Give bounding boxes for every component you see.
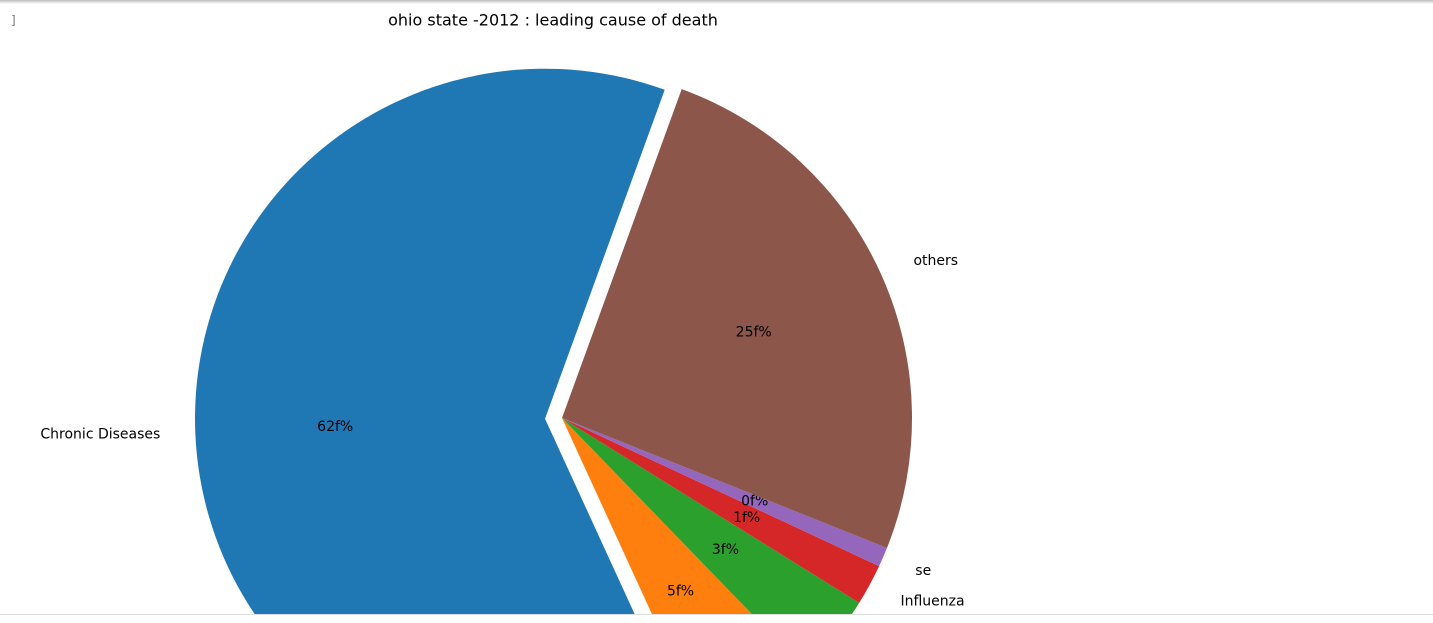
slice-label: se: [915, 563, 931, 579]
pie-slice: [562, 89, 912, 548]
slice-label: Influenza: [900, 593, 964, 609]
pie: 62f%Chronic Diseases5f%3f%1f%Influenza0f…: [40, 68, 965, 614]
pct-label: 3f%: [712, 542, 739, 558]
chart-title: ohio state -2012 : leading cause of deat…: [388, 11, 718, 30]
pct-label: 25f%: [736, 324, 772, 340]
pie-slice: [195, 68, 665, 614]
pie-slice: [562, 418, 880, 603]
pie-slice: [562, 418, 752, 614]
pie-slice: [562, 418, 887, 567]
slice-label: others: [913, 253, 958, 269]
pct-label: 62f%: [317, 419, 353, 435]
pct-label: 5f%: [667, 583, 694, 599]
slice-label: Chronic Diseases: [40, 426, 160, 442]
cell-marker: ]: [11, 14, 16, 28]
top-shadow: [0, 0, 1433, 4]
pie-slice: [562, 418, 860, 614]
pct-label: 1f%: [733, 510, 760, 526]
